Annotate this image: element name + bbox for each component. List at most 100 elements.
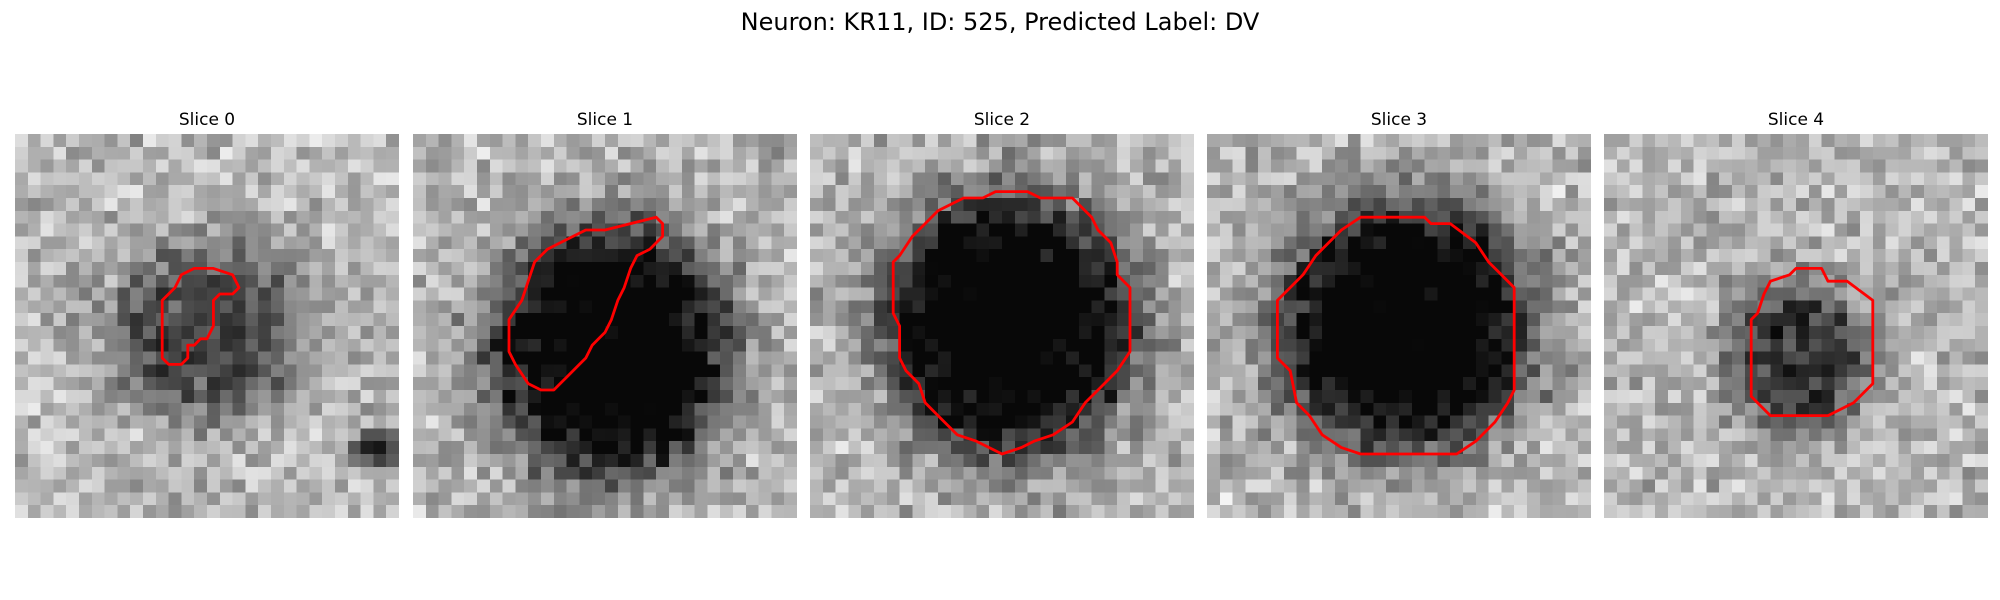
image-pixel bbox=[810, 313, 823, 326]
image-pixel bbox=[309, 416, 322, 429]
image-pixel bbox=[1527, 364, 1540, 377]
image-pixel bbox=[682, 160, 695, 173]
image-pixel bbox=[682, 505, 695, 518]
image-pixel bbox=[567, 288, 580, 301]
image-pixel bbox=[1079, 326, 1092, 339]
image-pixel bbox=[1719, 416, 1732, 429]
image-pixel bbox=[836, 185, 849, 198]
image-pixel bbox=[194, 300, 207, 313]
image-pixel bbox=[1130, 172, 1143, 185]
image-pixel bbox=[1066, 172, 1079, 185]
image-pixel bbox=[66, 441, 79, 454]
image-pixel bbox=[297, 249, 310, 262]
image-pixel bbox=[1617, 364, 1630, 377]
image-pixel bbox=[53, 428, 66, 441]
image-pixel bbox=[477, 147, 490, 160]
image-pixel bbox=[592, 313, 605, 326]
image-pixel bbox=[618, 313, 631, 326]
image-pixel bbox=[1924, 416, 1937, 429]
image-pixel bbox=[361, 288, 374, 301]
image-pixel bbox=[1732, 441, 1745, 454]
image-pixel bbox=[1514, 147, 1527, 160]
image-pixel bbox=[1911, 224, 1924, 237]
image-pixel bbox=[1719, 390, 1732, 403]
image-pixel bbox=[92, 236, 105, 249]
image-pixel bbox=[105, 249, 118, 262]
image-pixel bbox=[1373, 441, 1386, 454]
image-pixel bbox=[656, 262, 669, 275]
image-pixel bbox=[1847, 428, 1860, 441]
image-pixel bbox=[169, 441, 182, 454]
image-pixel bbox=[1079, 172, 1092, 185]
image-pixel bbox=[309, 224, 322, 237]
image-pixel bbox=[682, 185, 695, 198]
image-pixel bbox=[1642, 403, 1655, 416]
image-pixel bbox=[1962, 364, 1975, 377]
image-pixel bbox=[707, 480, 720, 493]
image-pixel bbox=[1233, 454, 1246, 467]
image-pixel bbox=[567, 390, 580, 403]
image-pixel bbox=[451, 492, 464, 505]
image-pixel bbox=[1694, 326, 1707, 339]
image-pixel bbox=[951, 403, 964, 416]
image-pixel bbox=[554, 160, 567, 173]
image-pixel bbox=[1348, 480, 1361, 493]
image-pixel bbox=[836, 428, 849, 441]
image-pixel bbox=[1437, 249, 1450, 262]
image-pixel bbox=[1373, 505, 1386, 518]
image-pixel bbox=[1028, 403, 1041, 416]
image-pixel bbox=[1284, 467, 1297, 480]
image-pixel bbox=[1373, 198, 1386, 211]
image-pixel bbox=[964, 467, 977, 480]
image-pixel bbox=[1962, 505, 1975, 518]
image-pixel bbox=[759, 377, 772, 390]
image-pixel bbox=[1092, 300, 1105, 313]
image-pixel bbox=[233, 467, 246, 480]
image-pixel bbox=[271, 249, 284, 262]
image-pixel bbox=[1873, 480, 1886, 493]
image-pixel bbox=[643, 390, 656, 403]
image-pixel bbox=[1834, 224, 1847, 237]
image-pixel bbox=[554, 147, 567, 160]
image-pixel bbox=[284, 185, 297, 198]
image-pixel bbox=[1911, 249, 1924, 262]
image-pixel bbox=[1553, 390, 1566, 403]
image-pixel bbox=[746, 390, 759, 403]
image-pixel bbox=[207, 275, 220, 288]
image-pixel bbox=[810, 147, 823, 160]
image-pixel bbox=[964, 275, 977, 288]
image-pixel bbox=[784, 364, 797, 377]
image-pixel bbox=[361, 339, 374, 352]
image-pixel bbox=[117, 428, 130, 441]
image-pixel bbox=[1181, 134, 1194, 147]
image-pixel bbox=[682, 134, 695, 147]
image-pixel bbox=[297, 454, 310, 467]
image-pixel bbox=[682, 172, 695, 185]
image-pixel bbox=[1258, 364, 1271, 377]
image-pixel bbox=[297, 403, 310, 416]
image-pixel bbox=[1053, 211, 1066, 224]
image-pixel bbox=[1514, 480, 1527, 493]
image-pixel bbox=[733, 364, 746, 377]
image-pixel bbox=[207, 147, 220, 160]
image-pixel bbox=[579, 467, 592, 480]
image-pixel bbox=[900, 300, 913, 313]
image-pixel bbox=[1207, 249, 1220, 262]
image-pixel bbox=[1770, 198, 1783, 211]
image-pixel bbox=[1284, 480, 1297, 493]
image-pixel bbox=[1668, 377, 1681, 390]
image-pixel bbox=[695, 467, 708, 480]
image-pixel bbox=[951, 249, 964, 262]
image-pixel bbox=[143, 505, 156, 518]
image-pixel bbox=[1886, 249, 1899, 262]
image-pixel bbox=[1168, 147, 1181, 160]
image-pixel bbox=[105, 172, 118, 185]
image-pixel bbox=[720, 300, 733, 313]
image-pixel bbox=[605, 288, 618, 301]
image-pixel bbox=[1156, 492, 1169, 505]
image-pixel bbox=[233, 364, 246, 377]
image-pixel bbox=[874, 390, 887, 403]
image-pixel bbox=[1284, 339, 1297, 352]
image-pixel bbox=[1489, 275, 1502, 288]
image-pixel bbox=[1758, 224, 1771, 237]
